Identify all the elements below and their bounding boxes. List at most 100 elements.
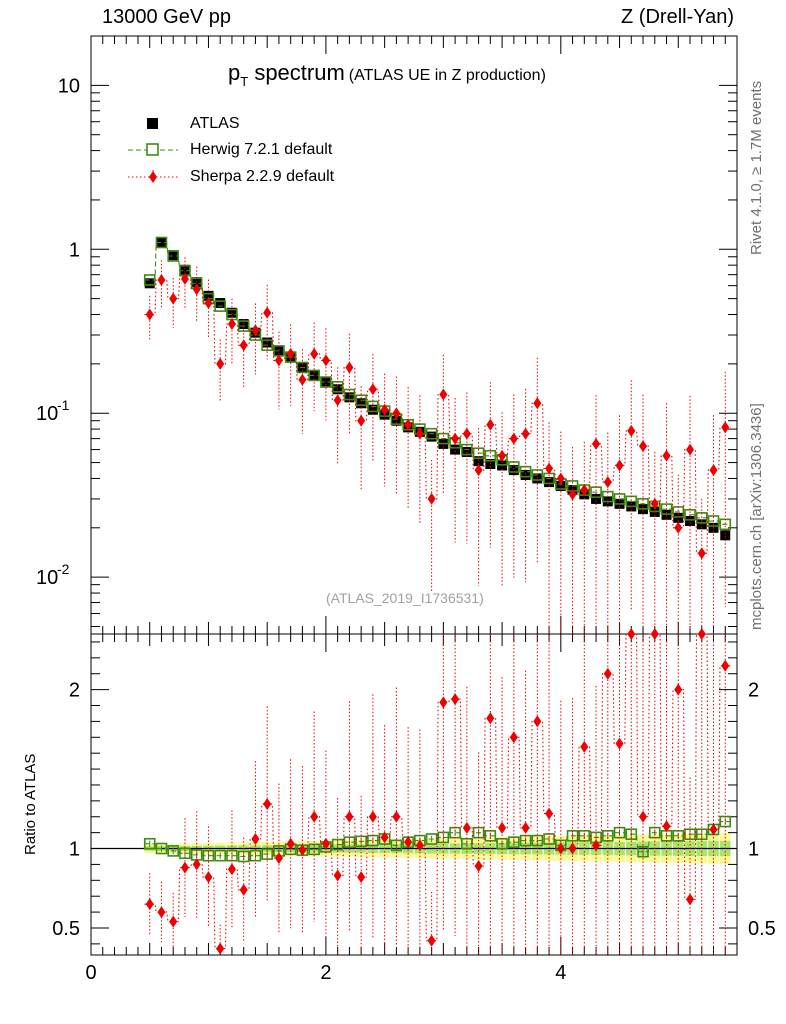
sherpa-ratio-point [650, 628, 659, 640]
herwig-point [472, 447, 485, 460]
sherpa-point [568, 488, 577, 501]
ytick-label-0.1-exp: -1 [57, 397, 70, 413]
sherpa-ratio-point [345, 810, 354, 823]
sherpa-ratio-point [545, 807, 554, 820]
sherpa-point [169, 292, 178, 305]
sherpa-point [345, 361, 354, 374]
sherpa-point [498, 449, 507, 462]
sherpa-point [462, 427, 471, 440]
sherpa-ratio-point [462, 821, 471, 834]
herwig-ratio-point [202, 849, 215, 862]
herwig-point [425, 427, 438, 440]
sherpa-point [145, 308, 154, 321]
side-rivet-label: Rivet 4.1.0, ≥ 1.7M events [748, 80, 765, 255]
sherpa-point [580, 484, 589, 497]
herwig-point [355, 394, 367, 407]
atlas-point [555, 480, 566, 491]
atlas-point [215, 298, 226, 309]
atlas-point [156, 237, 167, 248]
legend-entry-herwig: Herwig 7.2.1 default [190, 141, 333, 158]
sherpa-ratio-point [686, 893, 695, 906]
herwig-ratio-point [143, 837, 156, 850]
sherpa-ratio-point [145, 898, 154, 911]
title-small: (ATLAS UE in Z production) [348, 67, 546, 84]
sherpa-ratio-point [639, 810, 648, 823]
sherpa-ratio-point [603, 667, 612, 680]
sherpa-point [404, 418, 413, 431]
atlas-point [179, 264, 190, 275]
sherpa-point [415, 427, 424, 440]
herwig-point [273, 345, 285, 357]
header-process-label: Z (Drell-Yan) [621, 6, 734, 28]
sherpa-ratio-point [263, 798, 272, 811]
plot-title: pT spectrum (ATLAS UE in Z production) [228, 60, 546, 89]
sherpa-point [157, 273, 166, 286]
herwig-point [343, 388, 356, 401]
ytick-label-0.1: 10 [36, 403, 58, 425]
sherpa-ratio-point [380, 831, 389, 844]
sherpa-point [263, 306, 272, 319]
sherpa-point [427, 492, 436, 505]
sherpa-ratio-point [662, 820, 671, 833]
atlas-point [591, 493, 602, 504]
sherpa-ratio-point [216, 942, 225, 955]
sherpa-point [286, 347, 295, 360]
sherpa-ratio-point [157, 906, 166, 919]
sherpa-point [474, 464, 483, 477]
sherpa-point [686, 443, 695, 456]
herwig-ratio-point [331, 838, 344, 851]
ratio-ytick-label-left: 0.5 [52, 918, 80, 940]
sherpa-point [180, 272, 189, 285]
sherpa-point [533, 397, 542, 410]
sherpa-ratio-point [451, 693, 460, 706]
header-beam-label: 13000 GeV pp [102, 6, 231, 28]
sherpa-point [662, 449, 671, 462]
ratio-ytick-label-right: 2 [748, 680, 759, 702]
legend-marker-herwig [146, 143, 159, 156]
herwig-ratio-point [237, 850, 250, 863]
herwig-point [613, 493, 626, 505]
herwig-point [308, 369, 320, 382]
sherpa-ratio-point [627, 628, 636, 640]
herwig-point [508, 461, 520, 473]
sherpa-point [697, 547, 706, 560]
ratio-y-axis-label: Ratio to ATLAS [22, 753, 39, 855]
herwig-point [660, 503, 673, 515]
sherpa-point [709, 464, 718, 477]
herwig-ratio-point [437, 831, 450, 844]
atlas-point [473, 456, 484, 467]
ytick-label-0.01: 10 [36, 567, 58, 589]
herwig-point [261, 339, 273, 351]
herwig-ratio-point [425, 833, 438, 845]
herwig-point [601, 490, 614, 503]
sherpa-ratio-point [180, 861, 189, 874]
sherpa-point [721, 421, 730, 434]
atlas-point [144, 278, 155, 289]
sherpa-point [333, 394, 342, 407]
atlas-point [367, 404, 378, 415]
sherpa-ratio-point [592, 839, 601, 852]
herwig-point [625, 495, 638, 508]
sherpa-ratio-point [204, 871, 213, 884]
sherpa-ratio-point [427, 934, 436, 947]
sherpa-ratio-point [274, 852, 283, 865]
sherpa-point [486, 418, 495, 431]
sherpa-ratio-point [404, 836, 413, 849]
sherpa-point [321, 354, 330, 367]
sherpa-ratio-point [192, 858, 201, 871]
herwig-ratio-point [390, 839, 403, 852]
herwig-point [296, 361, 309, 374]
sherpa-ratio-point [509, 731, 518, 744]
sherpa-ratio-point [298, 844, 307, 857]
sherpa-ratio-point [721, 659, 730, 672]
herwig-point [143, 274, 156, 286]
sherpa-point [439, 388, 448, 401]
sherpa-point [216, 357, 225, 370]
sherpa-ratio-point [498, 821, 507, 834]
ytick-label-1: 1 [69, 239, 80, 261]
herwig-point [226, 308, 238, 321]
herwig-point [531, 469, 544, 481]
herwig-point [637, 498, 649, 510]
herwig-point [695, 512, 708, 524]
